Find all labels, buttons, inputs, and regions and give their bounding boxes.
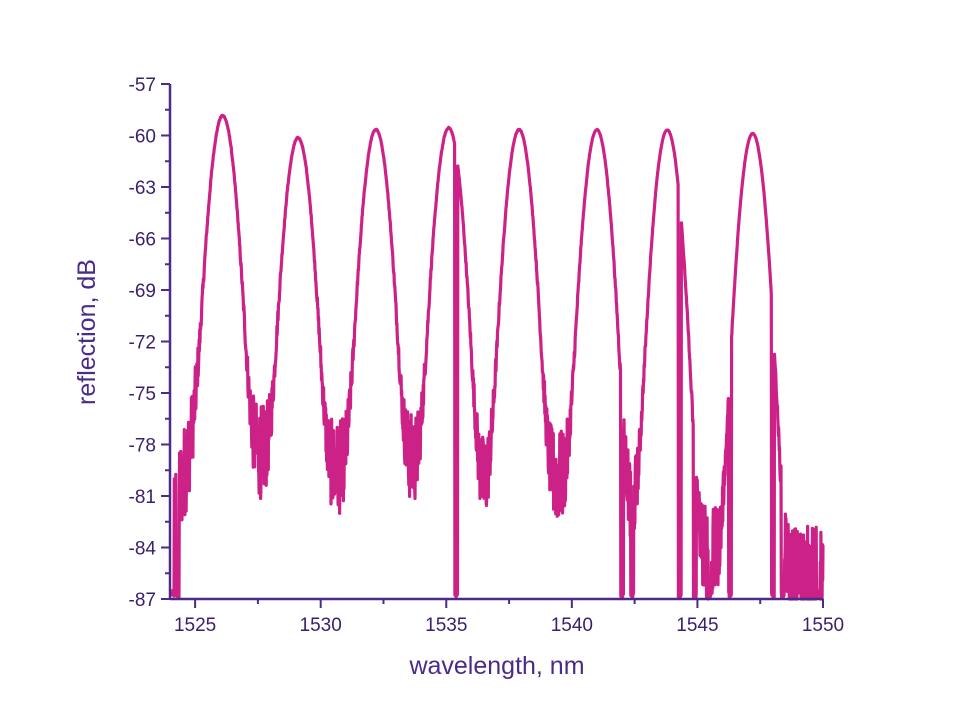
y-tick-label: -72 — [129, 333, 156, 354]
y-tick-label: -81 — [129, 487, 156, 508]
y-tick-label: -57 — [129, 75, 156, 96]
x-tick-label: 1550 — [802, 615, 844, 636]
x-tick-label: 1525 — [174, 615, 216, 636]
x-tick-label: 1535 — [425, 615, 467, 636]
y-tick-label: -69 — [129, 281, 156, 302]
axes: -87 -84 -81 -78 -75 -72 -69 -66 -63 -60 -57 1525 153… — [129, 75, 845, 636]
y-tick-label: -84 — [129, 539, 157, 560]
y-tick-label: -87 — [129, 590, 156, 611]
y-tick-label: -63 — [129, 178, 156, 199]
y-tick-label: -75 — [129, 384, 156, 405]
x-tick-label: 1530 — [300, 615, 342, 636]
x-tick-label: 1545 — [676, 615, 718, 636]
y-axis-title: reflection, dB — [73, 259, 101, 405]
plot-area — [170, 113, 825, 601]
y-tick-label: -66 — [129, 230, 156, 251]
y-tick-label: -60 — [129, 127, 156, 148]
x-tick-label: 1540 — [551, 615, 593, 636]
y-tick-label: -78 — [129, 436, 156, 457]
x-axis-title: wavelength, nm — [408, 652, 584, 680]
series-line-reflection — [170, 113, 825, 601]
